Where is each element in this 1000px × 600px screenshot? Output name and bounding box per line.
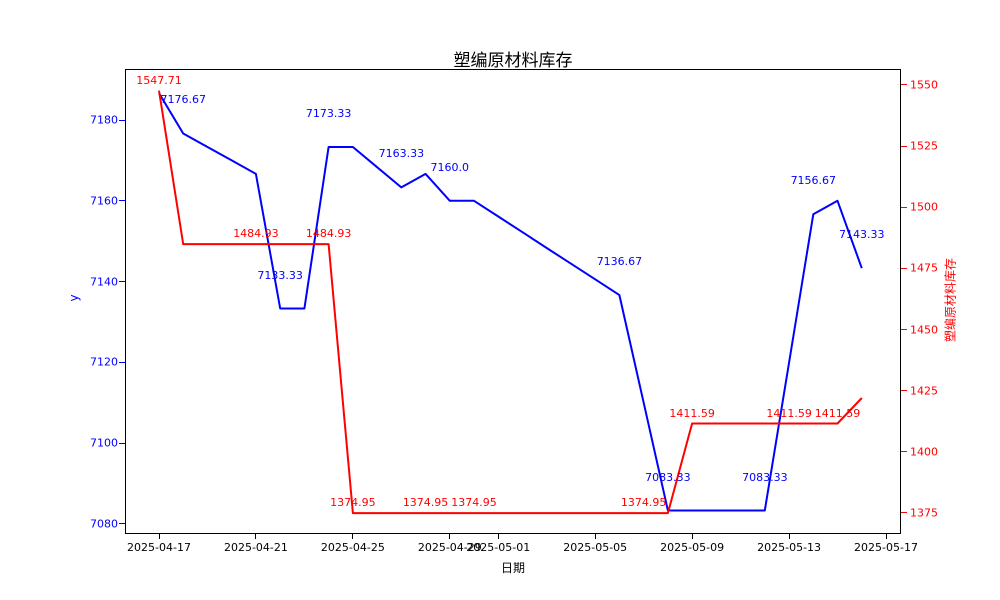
data-point-label: 1411.59	[814, 406, 861, 420]
x-tick-label: 2025-05-09	[660, 541, 725, 554]
right-y-tick-label: 1525	[910, 139, 938, 153]
x-tick-mark	[788, 534, 790, 539]
plot-svg	[158, 90, 863, 515]
data-point-label: 7143.33	[839, 228, 885, 242]
x-tick-mark	[497, 534, 499, 539]
x-tick-mark	[594, 534, 596, 539]
data-point-label: 7173.33	[305, 106, 352, 120]
left-y-tick-mark	[119, 442, 125, 444]
x-tick-label: 2025-05-01	[466, 541, 531, 554]
data-point-label: 1374.95	[330, 496, 376, 510]
data-point-label: 7133.33	[257, 268, 303, 282]
left-y-tick-label: 7180	[90, 113, 118, 127]
left-y-axis-label: y	[67, 294, 81, 302]
x-tick-mark	[691, 534, 693, 539]
x-tick-label: 2025-04-21	[223, 541, 288, 554]
right-y-tick-mark	[901, 84, 907, 86]
x-tick-mark	[352, 534, 354, 539]
data-point-label: 7083.33	[742, 470, 788, 484]
right-y-tick-label: 1450	[910, 323, 938, 337]
right-y-tick-mark	[901, 267, 907, 269]
data-point-label: 1374.95	[620, 496, 667, 510]
x-tick-label: 2025-04-17	[127, 541, 191, 554]
data-point-label: 1484.93	[305, 227, 352, 241]
left-y-tick-label: 7140	[90, 275, 118, 289]
data-point-label: 7156.67	[790, 174, 837, 188]
right-y-tick-mark	[901, 390, 907, 392]
x-tick-mark	[255, 534, 257, 539]
left-y-tick-label: 7100	[90, 436, 118, 450]
left-y-tick-mark	[119, 119, 125, 121]
data-point-label: 1374.95	[402, 496, 449, 510]
right-y-tick-label: 1425	[910, 384, 938, 398]
right-y-tick-label: 1400	[910, 445, 938, 459]
right-y-tick-label: 1375	[910, 506, 938, 520]
right-y-tick-mark	[901, 451, 907, 453]
x-tick-mark	[885, 534, 887, 539]
right-y-tick-mark	[901, 329, 907, 331]
left-y-tick-label: 7120	[90, 355, 118, 369]
data-point-label: 7163.33	[378, 147, 425, 161]
data-point-label: 1411.59	[766, 406, 812, 420]
left-y-tick-mark	[119, 523, 125, 525]
x-tick-mark	[158, 534, 160, 539]
data-point-label: 1374.95	[451, 496, 497, 510]
right-y-tick-mark	[901, 206, 907, 208]
right-y-tick-label: 1475	[910, 261, 938, 275]
chart-title: 塑编原材料库存	[453, 51, 573, 71]
series-line-inventory	[158, 90, 863, 515]
right-y-tick-mark	[901, 145, 907, 147]
data-point-label: 7083.33	[645, 470, 691, 484]
left-y-tick-mark	[119, 200, 125, 202]
left-y-tick-label: 7080	[90, 517, 118, 531]
data-point-label: 7176.67	[160, 93, 206, 107]
data-point-label: 1484.93	[233, 227, 279, 241]
right-y-tick-mark	[901, 512, 907, 514]
plot-area	[125, 69, 901, 534]
x-tick-mark	[449, 534, 451, 539]
x-tick-label: 2025-05-13	[757, 541, 822, 554]
right-y-tick-label: 1550	[910, 78, 938, 92]
right-y-tick-label: 1500	[910, 200, 938, 214]
data-point-label: 7160.0	[430, 160, 470, 174]
data-point-label: 1411.59	[669, 406, 715, 420]
x-tick-label: 2025-04-29	[417, 541, 482, 554]
series-line-y	[158, 92, 863, 512]
right-y-axis-label: 塑编原材料库存	[943, 257, 958, 343]
x-tick-label: 2025-04-25	[320, 541, 385, 554]
data-point-label: 7136.67	[596, 255, 643, 269]
left-y-tick-mark	[119, 361, 125, 363]
left-y-tick-label: 7160	[90, 194, 118, 208]
x-tick-label: 2025-05-17	[854, 541, 918, 554]
x-axis-label: 日期	[500, 561, 525, 575]
data-point-label: 1547.71	[136, 73, 182, 87]
x-tick-label: 2025-05-05	[563, 541, 628, 554]
left-y-tick-mark	[119, 281, 125, 283]
